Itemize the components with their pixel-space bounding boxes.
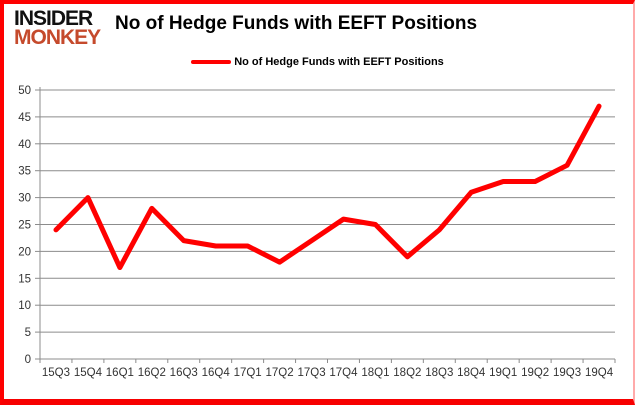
legend-label: No of Hedge Funds with EEFT Positions: [234, 56, 444, 68]
x-tick-label: 16Q2: [138, 367, 166, 379]
chart-title: No of Hedge Funds with EEFT Positions: [115, 13, 478, 34]
x-tick-label: 18Q1: [361, 367, 389, 379]
y-tick-label: 40: [18, 139, 31, 151]
data-line: [53, 103, 602, 271]
x-tick-label: 18Q4: [457, 367, 486, 379]
y-tick-label: 50: [18, 85, 31, 97]
insider-monkey-logo: INSIDER MONKEY: [14, 7, 101, 49]
y-tick-label: 45: [18, 112, 31, 124]
y-tick-label: 10: [18, 300, 31, 312]
x-tick-label: 17Q3: [297, 367, 325, 379]
x-tick-label: 19Q3: [553, 367, 581, 379]
logo-line-monkey: MONKEY: [14, 26, 101, 49]
x-tick-label: 15Q3: [42, 367, 70, 379]
x-tick-label: 19Q2: [521, 367, 549, 379]
chart-legend: No of Hedge Funds with EEFT Positions: [4, 56, 633, 68]
y-tick-label: 15: [18, 273, 31, 285]
x-tick-label: 18Q2: [393, 367, 421, 379]
y-tick-label: 20: [18, 246, 31, 258]
logo-line-insider: INSIDER: [14, 7, 93, 30]
x-tick-label: 16Q4: [202, 367, 231, 379]
x-tick-label: 17Q4: [329, 367, 358, 379]
x-tick-label: 16Q3: [170, 367, 198, 379]
x-tick-label: 17Q1: [234, 367, 262, 379]
x-tick-label: 19Q4: [585, 367, 614, 379]
y-tick-label: 0: [25, 354, 31, 366]
x-tick-label: 18Q3: [425, 367, 453, 379]
x-tick-label: 16Q1: [106, 367, 134, 379]
x-tick-label: 15Q4: [74, 367, 103, 379]
x-tick-label: 19Q1: [489, 367, 517, 379]
legend-line-swatch: [191, 60, 232, 64]
y-tick-label: 30: [18, 193, 31, 205]
x-tick-label: 17Q2: [266, 367, 294, 379]
y-tick-label: 25: [18, 220, 31, 232]
y-tick-label: 5: [25, 327, 31, 339]
y-tick-label: 35: [18, 166, 31, 178]
